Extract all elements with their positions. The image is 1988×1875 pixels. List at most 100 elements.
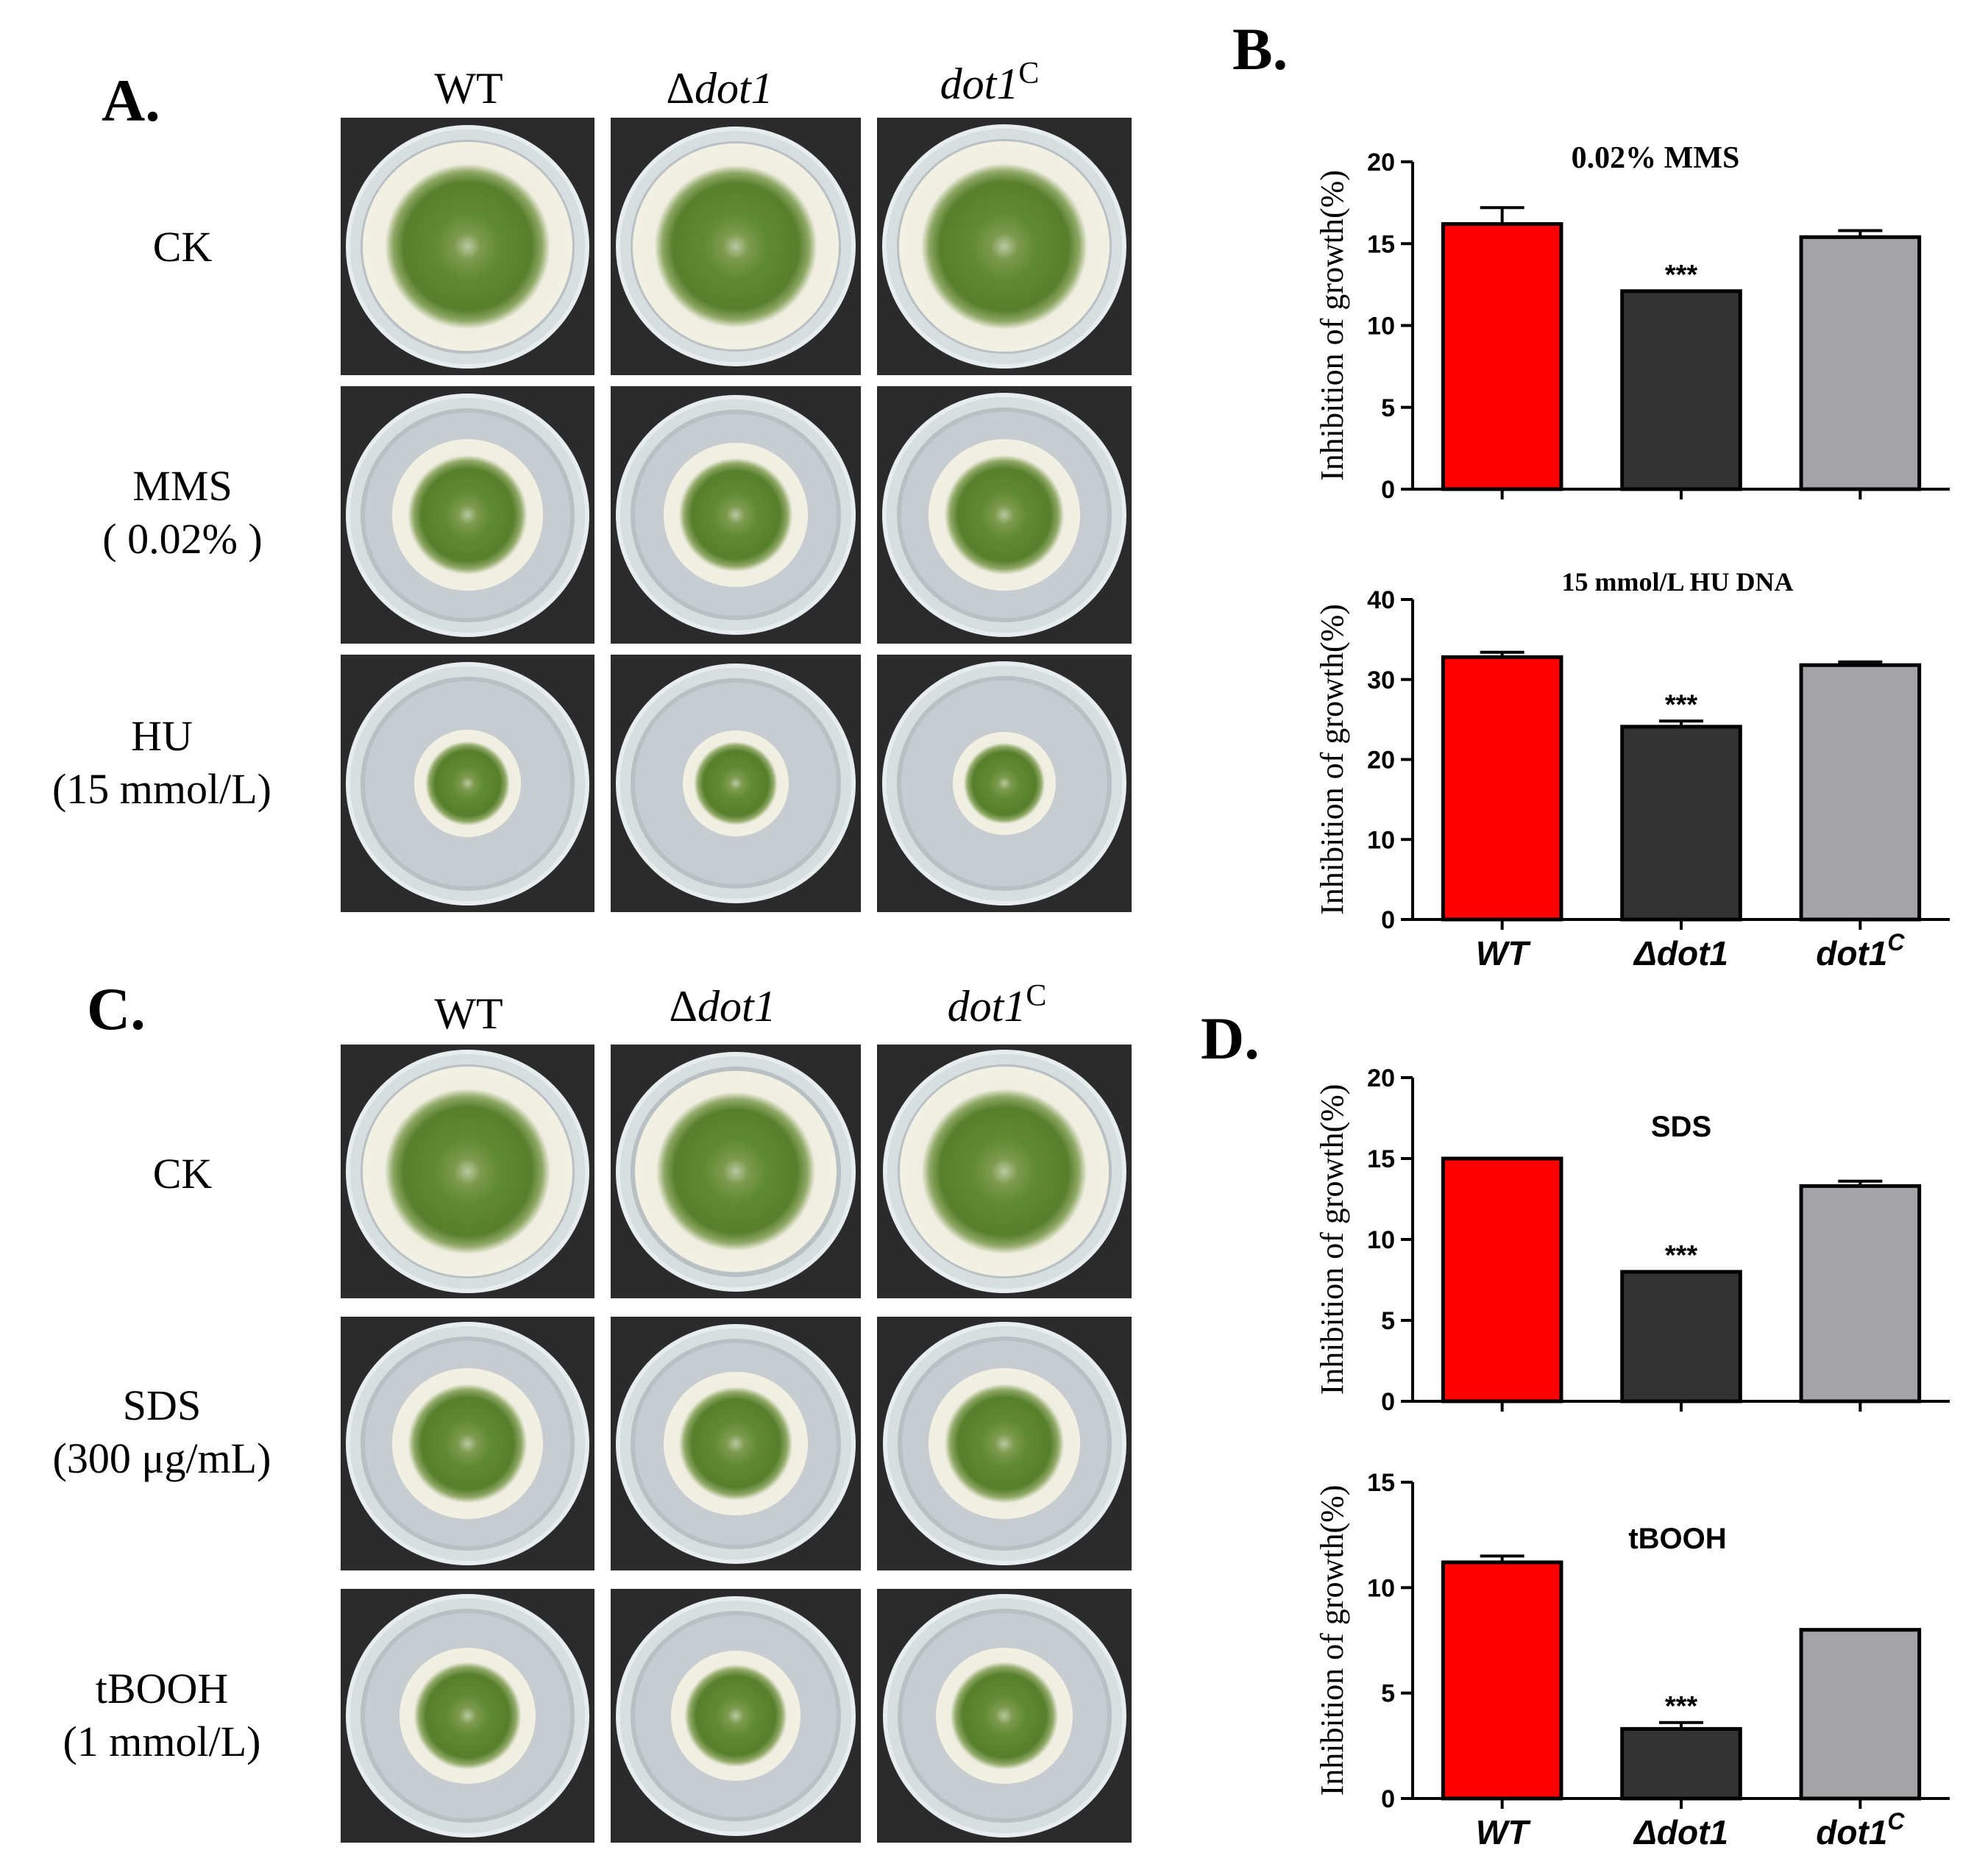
y-axis-label: Inhibition of growth(%) [1314, 1084, 1350, 1395]
petri-plate-a-ck-dot1c [877, 118, 1132, 375]
petri-plate-a-mms-wt [341, 386, 594, 644]
y-axis-label: Inhibition of growth(%) [1314, 1485, 1350, 1796]
y-tick-label: 10 [1367, 826, 1395, 854]
petri-plate-c-ck-wt [341, 1045, 594, 1298]
chart-hu: 0 10 20 30 40 Inhibition of growth(%) 15 mmol/… [1314, 567, 1950, 972]
fungal-colony [664, 1371, 808, 1516]
fungal-colony [953, 732, 1056, 835]
fungal-colony [929, 439, 1080, 591]
panel-a-col-dot1: Δdot1 [666, 64, 773, 113]
y-tick-label: 10 [1367, 313, 1395, 341]
y-tick-label: 20 [1367, 1064, 1395, 1092]
bar-Δdot1 [1620, 1726, 1742, 1801]
bar-WT [1441, 655, 1563, 922]
fungal-colony [683, 730, 789, 836]
petri-plate-c-tbooh-wt [341, 1589, 594, 1843]
bar-dot1C [1799, 235, 1922, 491]
y-tick-label: 0 [1381, 906, 1395, 934]
significance-marker: *** [1665, 1691, 1698, 1722]
fungal-colony [391, 439, 544, 591]
y-axis-label: Inhibition of growth(%) [1314, 604, 1350, 915]
x-tick-label: Δdot1 [1633, 934, 1728, 972]
panel-a-col-dot1c: dot1C [940, 57, 1040, 108]
y-tick-label: 15 [1367, 1469, 1395, 1497]
bar-Δdot1 [1620, 1270, 1742, 1403]
petri-plate-c-sds-dot1 [611, 1317, 861, 1570]
chart-title: tBOOH [1628, 1523, 1726, 1555]
petri-plate-a-hu-dot1c [877, 655, 1132, 912]
y-tick-label: 15 [1367, 230, 1395, 258]
y-tick-label: 20 [1367, 149, 1395, 177]
chart-title: 0.02% MMS [1572, 141, 1740, 175]
panel-letter-c: C. [87, 975, 146, 1042]
petri-plate-a-hu-dot1 [611, 655, 861, 912]
fungal-colony [632, 143, 839, 350]
panel-c-col-wt: WT [434, 989, 503, 1038]
y-tick-label: 0 [1381, 1785, 1395, 1813]
significance-marker: *** [1665, 689, 1698, 720]
fungal-colony [929, 1367, 1080, 1520]
x-tick-label: dot1C [1816, 929, 1905, 972]
panel-c-col-dot1: Δdot1 [669, 982, 776, 1031]
significance-marker: *** [1665, 1240, 1698, 1271]
x-tick-label: Δdot1 [1633, 1813, 1728, 1851]
chart-title: SDS [1651, 1111, 1711, 1143]
petri-plate-a-ck-wt [341, 118, 594, 375]
panel-a-col-wt: WT [434, 64, 503, 113]
x-tick-label: WT [1476, 1813, 1531, 1851]
y-axis-label: Inhibition of growth(%) [1314, 170, 1350, 481]
petri-plate-a-hu-wt [341, 655, 594, 912]
y-tick-label: 30 [1367, 666, 1395, 694]
petri-plate-a-mms-dot1c [877, 386, 1132, 644]
y-tick-label: 0 [1381, 1388, 1395, 1416]
fungal-colony [413, 730, 522, 837]
petri-plate-c-sds-wt [341, 1317, 594, 1570]
fungal-colony [399, 1647, 536, 1785]
fungal-colony [936, 1647, 1073, 1785]
petri-plate-c-ck-dot1 [611, 1045, 861, 1298]
chart-sds: 0 5 10 15 20 Inhibition of growth(%) SDS *** [1314, 1064, 1950, 1416]
bar-dot1C [1799, 1184, 1922, 1403]
panel-letter-b: B. [1232, 15, 1288, 82]
bar-WT [1441, 1560, 1563, 1801]
y-tick-label: 5 [1381, 1680, 1395, 1708]
y-tick-label: 10 [1367, 1574, 1395, 1602]
bar-dot1C [1799, 1628, 1922, 1801]
panel-c-row-sds: SDS (300 μg/mL) [52, 1381, 271, 1482]
panel-c-row-tbooh: tBOOH (1 mmol/L) [63, 1665, 261, 1765]
significance-marker: *** [1665, 260, 1698, 291]
x-tick-label: dot1C [1816, 1808, 1905, 1851]
fungal-colony [670, 1651, 800, 1781]
petri-plate-c-sds-dot1c [877, 1317, 1132, 1570]
y-tick-label: 0 [1381, 476, 1395, 504]
y-tick-label: 10 [1367, 1226, 1395, 1254]
bar-Δdot1 [1620, 725, 1742, 922]
petri-plate-c-tbooh-dot1c [877, 1589, 1132, 1843]
chart-title: 15 mmol/L HU DNA [1562, 567, 1794, 597]
petri-plate-a-ck-dot1 [611, 118, 861, 375]
bar-WT [1441, 1156, 1563, 1403]
fungal-colony [899, 1067, 1110, 1276]
fungal-colony [899, 141, 1110, 352]
petri-plate-c-tbooh-dot1 [611, 1589, 861, 1843]
x-tick-label: WT [1476, 934, 1531, 972]
y-tick-label: 15 [1367, 1145, 1395, 1173]
fungal-colony [391, 1367, 544, 1520]
y-tick-label: 5 [1381, 394, 1395, 422]
fungal-colony [635, 1070, 837, 1273]
petri-plate-a-mms-dot1 [611, 386, 861, 644]
panel-c-col-dot1c: dot1C [947, 979, 1047, 1031]
fungal-colony [664, 443, 808, 587]
fungal-colony [363, 141, 572, 352]
bar-WT [1441, 222, 1563, 491]
y-tick-label: 20 [1367, 747, 1395, 775]
y-tick-label: 40 [1367, 586, 1395, 614]
panel-c-row-ck: CK [152, 1150, 213, 1198]
petri-plate-c-ck-dot1c [877, 1045, 1132, 1298]
panel-letter-d: D. [1201, 1005, 1260, 1072]
panel-letter-a: A. [102, 67, 160, 134]
y-tick-label: 5 [1381, 1307, 1395, 1335]
panel-a-row-ck: CK [152, 223, 213, 271]
panel-a-row-mms: MMS( 0.02% ) [102, 462, 263, 563]
petri-dish [616, 1323, 856, 1564]
